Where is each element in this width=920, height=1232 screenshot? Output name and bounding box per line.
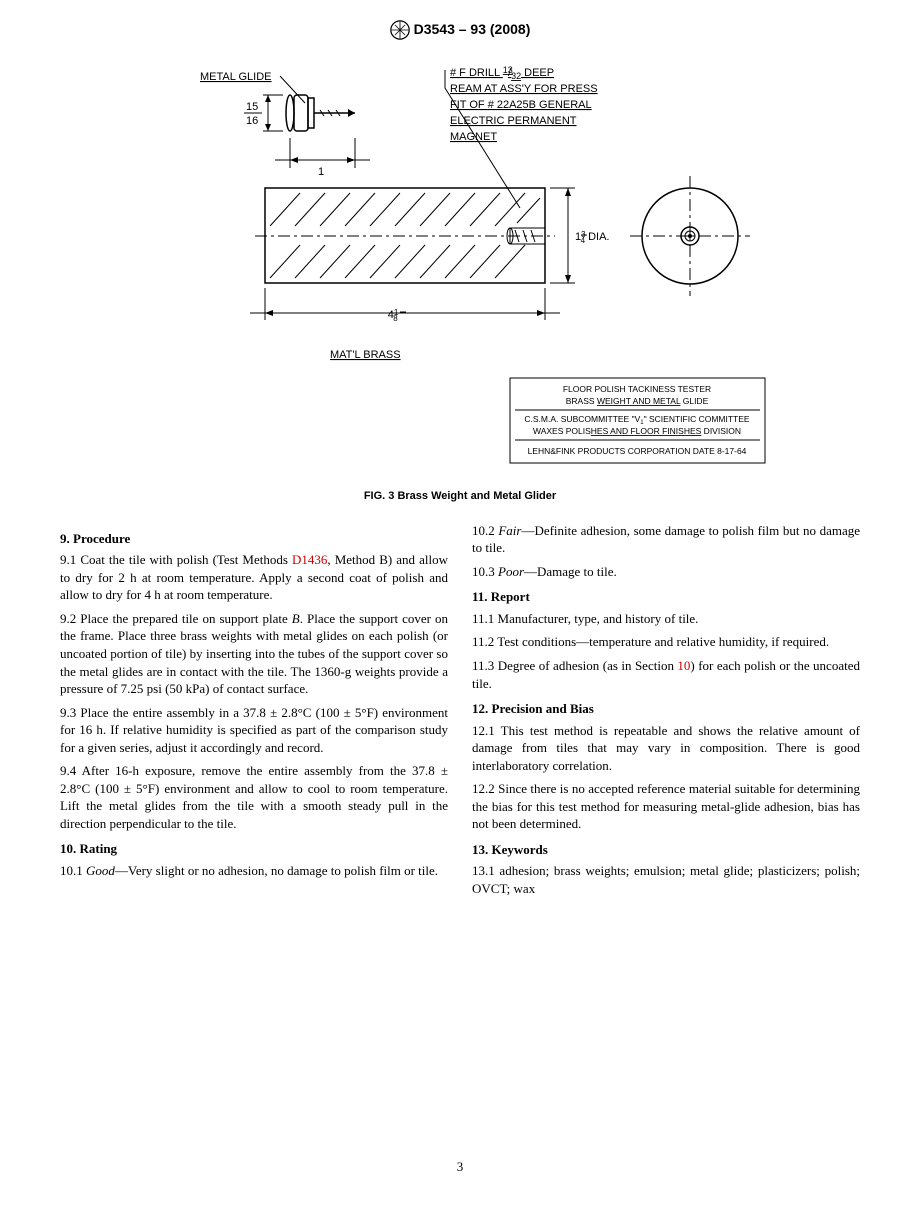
link-d1436[interactable]: D1436 (292, 552, 327, 567)
figure-caption: FIG. 3 Brass Weight and Metal Glider (60, 489, 860, 504)
text-run: 11.3 Degree of adhesion (as in Section (472, 658, 677, 673)
text-run: 10.2 (472, 523, 498, 538)
svg-text:FIT OF # 22A25B GENERAL: FIT OF # 22A25B GENERAL (450, 99, 592, 111)
para-9-3: 9.3 Place the entire assembly in a 37.8 … (60, 704, 448, 757)
svg-text:LEHN&FINK PRODUCTS CORPORATION: LEHN&FINK PRODUCTS CORPORATION DATE 8-17… (528, 446, 747, 456)
figure-drawing: .lbl { font-family: Arial, Helvetica, sa… (150, 58, 770, 478)
para-12-2: 12.2 Since there is no accepted referenc… (472, 780, 860, 833)
svg-text:ELECTRIC PERMANENT: ELECTRIC PERMANENT (450, 115, 577, 127)
section-9-title: 9. Procedure (60, 530, 448, 548)
text-run: —Definite adhesion, some damage to polis… (472, 523, 860, 556)
svg-text:BRASS WEIGHT AND METAL GLIDE: BRASS WEIGHT AND METAL GLIDE (566, 396, 709, 406)
svg-text:1: 1 (318, 166, 324, 178)
section-11-title: 11. Report (472, 588, 860, 606)
section-13-title: 13. Keywords (472, 841, 860, 859)
svg-text:MAGNET: MAGNET (450, 131, 497, 143)
para-9-1: 9.1 Coat the tile with polish (Test Meth… (60, 551, 448, 604)
para-10-2: 10.2 Fair—Definite adhesion, some damage… (472, 522, 860, 557)
body-columns: 9. Procedure 9.1 Coat the tile with poli… (60, 522, 860, 898)
svg-text:MAT'L BRASS: MAT'L BRASS (330, 349, 401, 361)
para-10-3: 10.3 Poor—Damage to tile. (472, 563, 860, 581)
svg-text:FLOOR POLISH TACKINESS TESTER: FLOOR POLISH TACKINESS TESTER (563, 384, 711, 394)
text-italic: B (292, 611, 300, 626)
section-12-title: 12. Precision and Bias (472, 700, 860, 718)
link-section-10[interactable]: 10 (677, 658, 690, 673)
page-header: D3543 – 93 (2008) (60, 20, 860, 40)
para-11-1: 11.1 Manufacturer, type, and history of … (472, 610, 860, 628)
svg-text:METAL GLIDE: METAL GLIDE (200, 71, 272, 83)
astm-logo-icon (390, 20, 410, 40)
para-12-1: 12.1 This test method is repeatable and … (472, 722, 860, 775)
svg-text:# F DRILL 13: # F DRILL 13 (450, 65, 513, 79)
para-10-1: 10.1 Good—Very slight or no adhesion, no… (60, 862, 448, 880)
standard-id: D3543 – 93 (2008) (414, 21, 531, 37)
page-number: 3 (60, 1158, 860, 1176)
text-italic: Poor (498, 564, 524, 579)
text-run: 9.1 Coat the tile with polish (Test Meth… (60, 552, 292, 567)
svg-text:C.S.M.A. SUBCOMMITTEE "V1" SCI: C.S.M.A. SUBCOMMITTEE "V1" SCIENTIFIC CO… (524, 414, 750, 426)
svg-text:/32 DEEP: /32 DEEP (508, 67, 554, 81)
para-13-1: 13.1 adhesion; brass weights; emulsion; … (472, 862, 860, 897)
section-10-title: 10. Rating (60, 840, 448, 858)
text-run: 10.3 (472, 564, 498, 579)
para-9-4: 9.4 After 16-h exposure, remove the enti… (60, 762, 448, 832)
svg-text:134 DIA.: 134 DIA. (575, 230, 609, 245)
para-9-2: 9.2 Place the prepared tile on support p… (60, 610, 448, 698)
para-11-2: 11.2 Test conditions—temperature and rel… (472, 633, 860, 651)
text-run: 9.2 Place the prepared tile on support p… (60, 611, 292, 626)
svg-text:REAM AT ASS'Y FOR PRESS: REAM AT ASS'Y FOR PRESS (450, 83, 598, 95)
svg-text:418: 418 (388, 308, 399, 323)
svg-text:WAXES POLISHES AND FLOOR FINIS: WAXES POLISHES AND FLOOR FINISHES DIVISI… (533, 426, 741, 436)
text-italic: Good (86, 863, 115, 878)
svg-text:16: 16 (246, 115, 258, 127)
svg-text:15: 15 (246, 101, 258, 113)
text-run: —Very slight or no adhesion, no damage t… (115, 863, 438, 878)
figure-3: .lbl { font-family: Arial, Helvetica, sa… (60, 58, 860, 503)
text-run: —Damage to tile. (524, 564, 617, 579)
text-run: 10.1 (60, 863, 86, 878)
text-italic: Fair (498, 523, 521, 538)
para-11-3: 11.3 Degree of adhesion (as in Section 1… (472, 657, 860, 692)
